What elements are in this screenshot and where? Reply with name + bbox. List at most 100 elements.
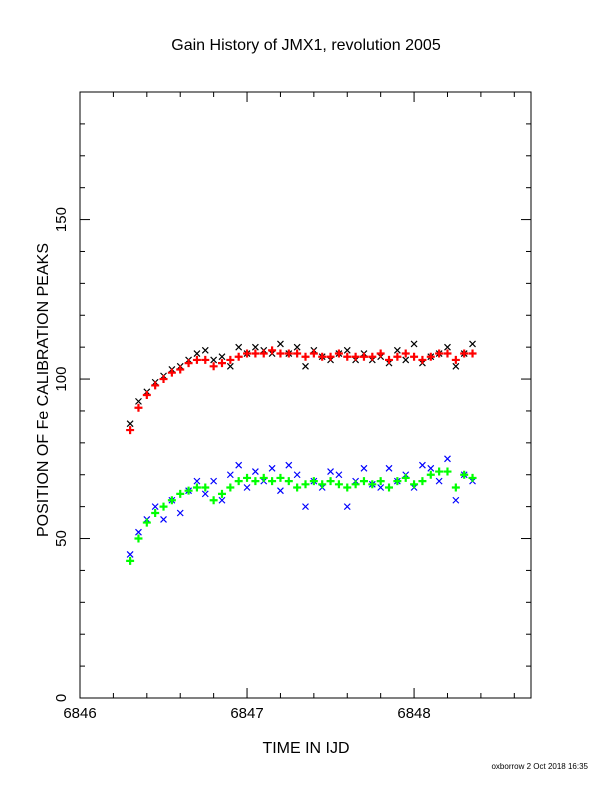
data-point xyxy=(268,346,277,355)
data-point xyxy=(184,359,193,368)
data-point xyxy=(469,340,476,348)
data-point xyxy=(201,490,209,498)
data-point xyxy=(218,496,226,504)
data-point xyxy=(334,349,343,358)
data-point xyxy=(167,368,176,377)
data-point xyxy=(301,480,310,489)
data-point xyxy=(234,477,243,486)
data-point xyxy=(243,349,252,358)
data-point xyxy=(134,534,143,543)
data-point xyxy=(435,349,444,358)
data-point xyxy=(318,352,327,361)
data-point xyxy=(151,503,159,511)
axis-tick-labels: 6846 6847 6848 0 50 100 150 xyxy=(53,207,431,722)
chart-title: Gain History of JMX1, revolution 2005 xyxy=(171,37,441,54)
data-point xyxy=(176,489,185,498)
data-point xyxy=(460,470,469,479)
data-point xyxy=(302,362,309,370)
data-point xyxy=(435,467,444,476)
data-point xyxy=(151,509,160,518)
data-point xyxy=(135,397,142,405)
x-axis-label: TIME IN IJD xyxy=(262,740,350,757)
data-point xyxy=(393,346,401,354)
data-point xyxy=(343,503,351,511)
data-point xyxy=(217,359,226,368)
data-point xyxy=(176,509,184,517)
data-point xyxy=(410,340,418,348)
data-point xyxy=(209,496,218,505)
data-point xyxy=(226,362,234,370)
axis-ticks xyxy=(79,91,531,699)
data-point xyxy=(251,477,260,486)
data-point xyxy=(426,352,435,361)
data-point xyxy=(259,473,268,482)
series-0 xyxy=(126,340,476,428)
data-point xyxy=(277,340,284,348)
data-point xyxy=(218,353,226,361)
data-point xyxy=(193,350,201,357)
data-point xyxy=(167,496,176,505)
data-point xyxy=(285,461,293,469)
data-point xyxy=(293,483,302,492)
data-point xyxy=(419,461,426,469)
data-point xyxy=(385,355,394,364)
data-point xyxy=(126,551,134,558)
data-point xyxy=(302,503,309,511)
data-point xyxy=(335,471,343,479)
data-point xyxy=(142,518,151,527)
data-point xyxy=(268,464,276,472)
y-axis-label: POSITION OF Fe CALIBRATION PEAKS xyxy=(35,243,52,537)
data-point xyxy=(284,349,293,358)
data-point xyxy=(135,528,142,536)
data-point xyxy=(359,477,368,486)
data-point xyxy=(343,483,352,492)
data-point xyxy=(259,349,268,358)
data-point xyxy=(176,365,185,374)
data-point xyxy=(452,362,460,370)
data-point xyxy=(209,362,218,371)
y-tick-label: 150 xyxy=(53,207,70,232)
y-tick-label: 0 xyxy=(53,694,70,702)
data-point xyxy=(226,483,235,492)
data-point xyxy=(444,455,451,463)
series-2 xyxy=(126,455,476,558)
data-point xyxy=(401,473,410,482)
data-point xyxy=(402,356,410,364)
data-point xyxy=(251,349,260,358)
data-point xyxy=(159,375,168,384)
data-point xyxy=(201,483,210,492)
footer-stamp: oxborrow 2 Oct 2018 16:35 xyxy=(491,762,588,771)
x-tick-label: 6847 xyxy=(230,705,263,722)
data-point xyxy=(126,420,134,428)
data-point xyxy=(376,349,385,358)
data-point xyxy=(159,502,168,511)
data-point xyxy=(126,426,135,435)
data-point xyxy=(293,349,302,358)
data-point xyxy=(418,355,427,364)
data-point xyxy=(226,471,234,479)
data-point xyxy=(277,487,284,495)
data-point xyxy=(309,349,318,358)
data-point xyxy=(393,477,402,486)
data-point xyxy=(426,470,435,479)
data-point xyxy=(410,352,419,361)
data-point xyxy=(326,477,335,486)
data-point xyxy=(284,477,293,486)
data-point xyxy=(151,381,160,390)
data-point xyxy=(126,556,135,565)
data-point xyxy=(309,477,318,486)
data-point xyxy=(293,471,301,479)
data-point xyxy=(435,477,443,485)
data-point xyxy=(385,464,393,472)
data-point xyxy=(327,468,334,475)
data-point xyxy=(293,343,301,351)
data-point xyxy=(443,349,452,358)
data-point xyxy=(276,473,285,482)
data-point xyxy=(301,352,310,361)
y-tick-label: 100 xyxy=(53,367,70,392)
data-point xyxy=(192,483,201,492)
data-point xyxy=(217,489,226,498)
series-1 xyxy=(126,346,477,435)
data-point xyxy=(351,352,360,361)
data-point xyxy=(460,349,469,358)
